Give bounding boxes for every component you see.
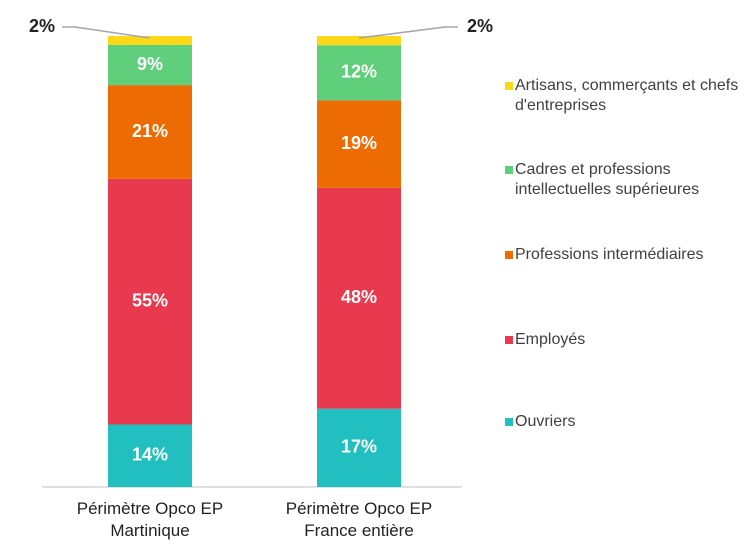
legend-label: Artisans, commerçants et chefs d'entrepr… bbox=[515, 77, 739, 114]
data-label: 2% bbox=[29, 16, 55, 36]
legend-swatch bbox=[505, 418, 513, 426]
bar-segment bbox=[317, 45, 401, 101]
legend-swatch bbox=[505, 166, 513, 174]
data-label: 12% bbox=[341, 62, 377, 82]
bar-segment bbox=[317, 408, 401, 487]
data-label: 14% bbox=[132, 444, 168, 464]
legend-label: Ouvriers bbox=[515, 413, 576, 430]
bar-segment bbox=[317, 36, 401, 46]
bar-segment bbox=[317, 187, 401, 409]
legend-swatch bbox=[505, 251, 513, 259]
legend-swatch bbox=[505, 82, 513, 90]
data-label: 17% bbox=[341, 437, 377, 457]
bar-segment bbox=[108, 424, 192, 487]
legend-label: Cadres et professions intellectuelles su… bbox=[515, 161, 700, 198]
leader-line bbox=[358, 26, 458, 39]
bar-segment bbox=[108, 85, 192, 179]
bar-segment bbox=[108, 178, 192, 425]
legend-swatch bbox=[505, 336, 513, 344]
data-label: 9% bbox=[137, 54, 163, 74]
data-label: 2% bbox=[467, 16, 493, 36]
data-label: 19% bbox=[341, 133, 377, 153]
x-tick-label: Périmètre Opco EP Martinique bbox=[76, 499, 224, 540]
x-tick-label: Périmètre Opco EP France entière bbox=[285, 499, 433, 540]
bar-segment bbox=[317, 100, 401, 188]
bar-segment bbox=[108, 36, 192, 45]
legend-label: Employés bbox=[515, 331, 586, 348]
bar-segment bbox=[108, 44, 192, 86]
data-label: 48% bbox=[341, 287, 377, 307]
leader-line bbox=[62, 26, 151, 39]
legend-label: Professions intermédiaires bbox=[515, 246, 704, 263]
data-label: 55% bbox=[132, 290, 168, 310]
data-label: 21% bbox=[132, 121, 168, 141]
